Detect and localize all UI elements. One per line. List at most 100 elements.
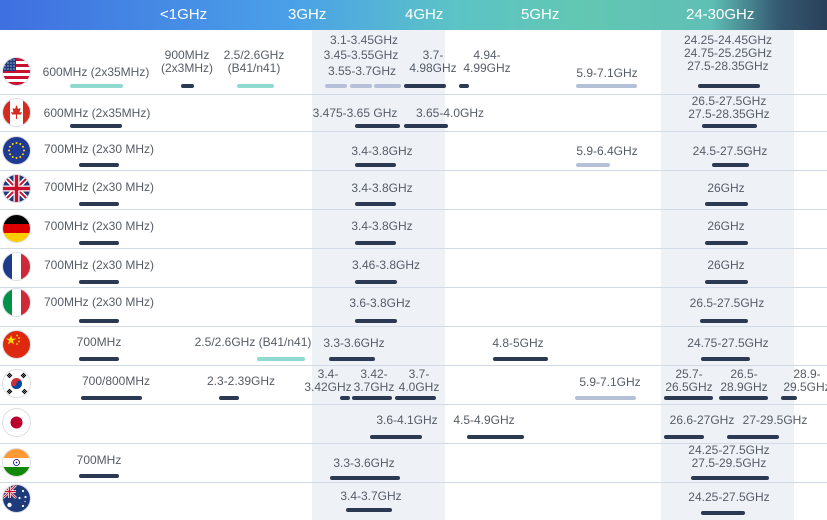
row-divider <box>0 326 827 327</box>
band-label: 700MHz <box>76 335 122 349</box>
band-bar <box>81 396 142 400</box>
band-label: 3.3-3.6GHz <box>323 336 385 350</box>
row-divider <box>0 482 827 483</box>
row-divider <box>0 365 827 366</box>
band-bar <box>576 163 610 167</box>
row-divider <box>0 287 827 288</box>
band-label: 4.5-4.9GHz <box>453 413 515 427</box>
band-bar <box>664 396 713 400</box>
band-label: 3.7- 4.0GHz <box>398 367 440 394</box>
band-bar <box>79 163 119 167</box>
band-bar <box>576 84 637 88</box>
band-bar <box>459 84 469 88</box>
band-bar <box>374 84 401 88</box>
band-label: 700MHz (2x30 MHz) <box>43 142 155 156</box>
band-label: 600MHz (2x35MHz) <box>42 65 150 79</box>
band-label: 3.4- 3.42GHz <box>304 367 352 394</box>
band-label: 700MHz <box>76 453 122 467</box>
band-label: 26.5- 28.9GHz <box>720 367 768 394</box>
band-bar <box>719 396 768 400</box>
column-header-24-30ghz: 24-30GHz <box>686 6 755 23</box>
band-bar <box>575 396 636 400</box>
band-label: 4.8-5GHz <box>492 336 544 350</box>
band-bar <box>70 84 123 88</box>
band-bar <box>404 84 446 88</box>
band-label: 5.9-7.1GHz <box>579 375 641 389</box>
band-label: 26GHz <box>707 258 745 272</box>
band-bar <box>340 396 350 400</box>
band-label: 3.55-3.7GHz <box>327 64 397 78</box>
band-highlight-3-4ghz <box>312 30 445 520</box>
band-label: 5.9-7.1GHz <box>576 66 638 80</box>
uk-flag <box>3 175 30 202</box>
band-bar <box>664 435 704 439</box>
band-label: 25.7- 26.5GHz <box>665 367 713 394</box>
band-label: 26GHz <box>707 181 745 195</box>
band-label: 700MHz (2x30 MHz) <box>43 219 155 233</box>
frequency-header: <1GHz 3GHz 4GHz 5GHz 24-30GHz <box>0 0 827 30</box>
band-bar <box>727 435 779 439</box>
band-label: 24.75-27.5GHz <box>687 336 769 350</box>
jp-flag <box>3 409 30 436</box>
band-bar <box>325 84 347 88</box>
band-label: 600MHz (2x35MHz) <box>43 106 151 120</box>
in-flag <box>3 449 30 476</box>
row-divider <box>0 404 827 405</box>
band-bar <box>702 124 757 128</box>
band-bar <box>355 124 400 128</box>
band-label: 28.9- 29.5GHz <box>783 367 827 394</box>
band-bar <box>355 241 396 245</box>
band-bar <box>355 202 396 206</box>
band-bar <box>70 124 122 128</box>
band-label: 24.25-27.5GHz 27.5-29.5GHz <box>688 443 770 470</box>
row-divider <box>0 443 827 444</box>
ca-flag <box>3 99 30 126</box>
band-label: 26.5-27.5GHz 27.5-28.35GHz <box>688 94 770 121</box>
band-label: 3.4-3.8GHz <box>351 181 413 195</box>
band-label: 3.7- 4.98GHz <box>409 48 457 75</box>
band-label: 3.45-3.55GHz <box>323 48 399 62</box>
de-flag <box>3 215 30 242</box>
band-bar <box>705 202 748 206</box>
band-bar <box>350 84 372 88</box>
band-bar <box>181 84 194 88</box>
column-header-3ghz: 3GHz <box>288 6 327 23</box>
band-bar <box>370 435 422 439</box>
band-label: 3.4-3.7GHz <box>340 489 402 503</box>
band-label: 3.3-3.6GHz <box>333 456 395 470</box>
fr-flag <box>3 253 30 280</box>
band-bar <box>346 508 392 512</box>
band-bar <box>705 280 748 284</box>
band-label: 26.5-27.5GHz <box>689 296 765 310</box>
band-bar <box>467 435 524 439</box>
band-bar <box>705 241 748 245</box>
column-header-4ghz: 4GHz <box>405 6 444 23</box>
row-divider <box>0 94 827 95</box>
band-bar <box>330 476 400 480</box>
band-bar <box>219 396 239 400</box>
band-bar <box>237 84 274 88</box>
band-label: 3.65-4.0GHz <box>415 106 485 120</box>
band-label: 24.5-27.5GHz <box>692 144 768 158</box>
band-bar <box>257 357 305 361</box>
band-bar <box>395 396 436 400</box>
band-label: 3.4-3.8GHz <box>351 219 413 233</box>
band-bar <box>355 280 397 284</box>
band-bar <box>700 319 748 323</box>
band-label: 2.3-2.39GHz <box>206 374 276 388</box>
band-label: 3.1-3.45GHz <box>329 33 399 47</box>
row-divider <box>0 248 827 249</box>
kr-flag <box>3 370 30 397</box>
band-bar <box>79 357 119 361</box>
band-label: 26.6-27GHz <box>669 413 735 427</box>
band-label: 3.475-3.65 GHz <box>312 106 398 120</box>
band-label: 700MHz (2x30 MHz) <box>43 295 155 309</box>
band-label: 700MHz (2x30 MHz) <box>43 180 155 194</box>
band-label: 700MHz (2x30 MHz) <box>43 258 155 272</box>
band-label: 27-29.5GHz <box>742 413 808 427</box>
band-bar <box>79 474 119 478</box>
band-bar <box>329 357 375 361</box>
band-bar <box>79 202 119 206</box>
band-bar <box>79 319 119 323</box>
band-label: 3.4-3.8GHz <box>351 144 413 158</box>
